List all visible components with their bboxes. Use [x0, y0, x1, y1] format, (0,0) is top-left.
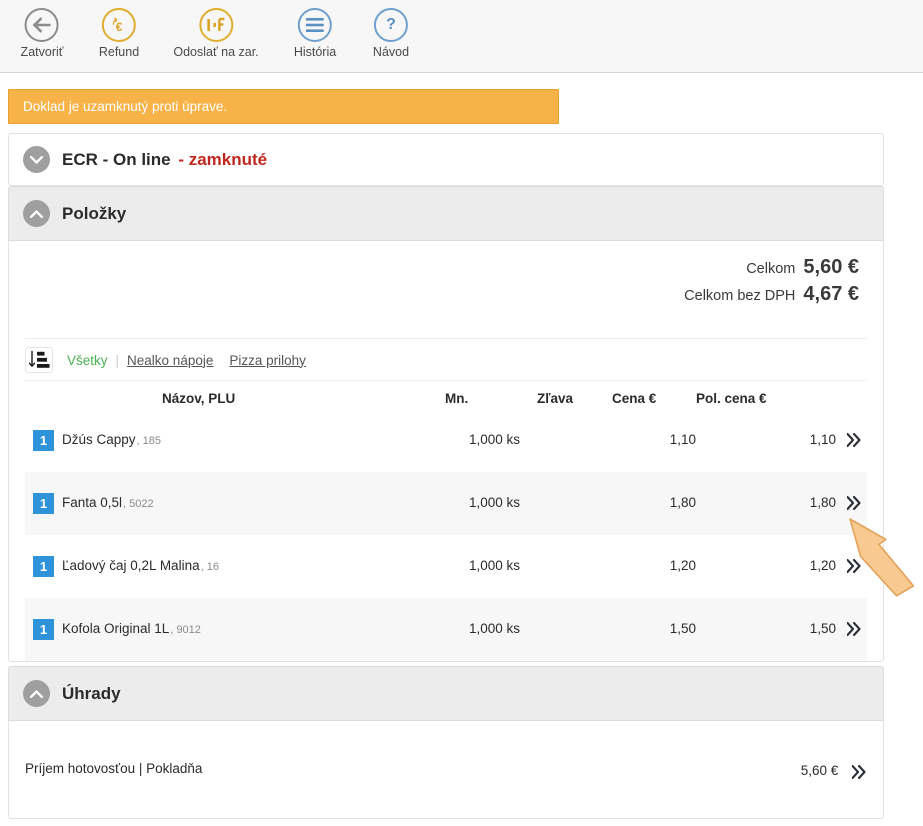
svg-text:€: €: [116, 20, 123, 34]
